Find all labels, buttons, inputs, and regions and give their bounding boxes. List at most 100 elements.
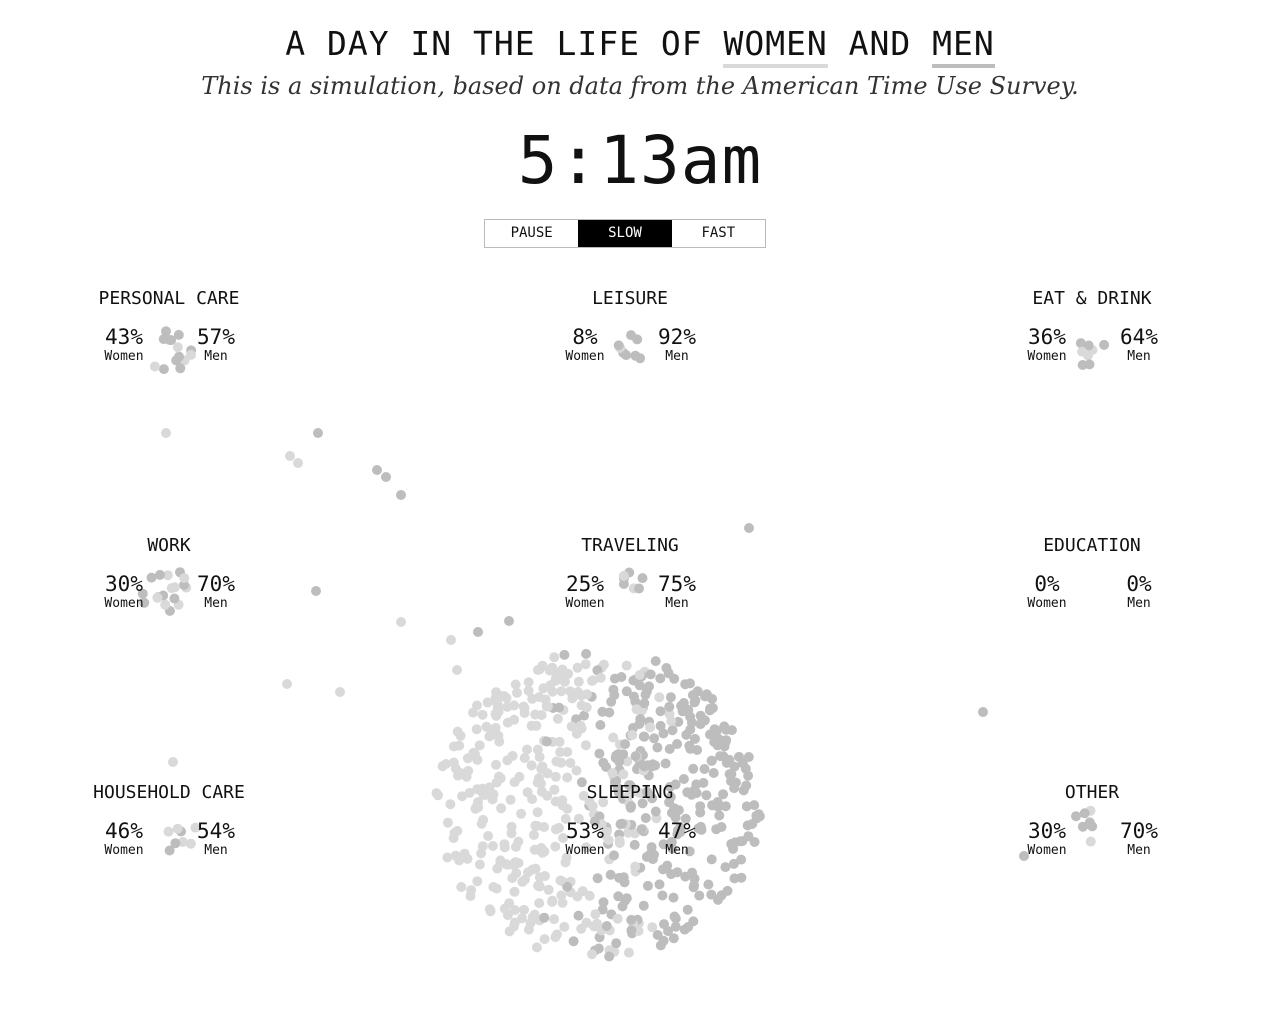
person-dot (431, 788, 442, 799)
person-dot (605, 869, 616, 880)
person-dot (190, 822, 201, 833)
person-dot (658, 728, 669, 739)
person-dot (580, 659, 591, 670)
person-dot (179, 573, 190, 584)
person-dot (630, 751, 641, 762)
person-dot (623, 790, 634, 801)
person-dot (531, 720, 542, 731)
person-dot (530, 709, 541, 720)
person-dot (556, 686, 567, 697)
person-dot (482, 697, 493, 708)
person-dot (536, 786, 547, 797)
person-dot (611, 938, 622, 949)
cluster-name-work: WORK (147, 535, 191, 556)
person-dot (529, 909, 540, 920)
person-dot (587, 675, 597, 686)
person-dot (490, 708, 501, 719)
person-dot (146, 572, 157, 583)
person-dot (175, 363, 186, 374)
person-dot (1087, 821, 1098, 832)
men-label: Men (204, 349, 228, 364)
person-dot (516, 808, 527, 819)
person-dot (491, 883, 502, 894)
person-dot (721, 724, 732, 735)
person-dot (517, 876, 528, 887)
household-care-men-pct: 54% (197, 819, 235, 843)
person-dot (452, 665, 462, 675)
women-label: Women (104, 349, 144, 364)
person-dot (163, 826, 174, 837)
person-dot (541, 736, 552, 747)
person-dot (494, 736, 505, 747)
person-dot (509, 700, 520, 711)
person-dot (647, 854, 658, 865)
cluster-work: WORK 30% Women 70% Men (59, 534, 279, 618)
person-dot (721, 735, 732, 746)
person-dot (186, 349, 196, 360)
person-dot (713, 801, 724, 812)
other-men-pct: 70% (1120, 819, 1158, 843)
person-dot (639, 731, 650, 742)
person-dot (691, 779, 702, 790)
cluster-name-other: OTHER (1064, 782, 1120, 803)
person-dot (559, 921, 570, 932)
person-dot (715, 751, 726, 762)
person-dot (1019, 851, 1029, 861)
person-dot (658, 839, 669, 850)
person-dot (472, 876, 483, 887)
person-dot (703, 879, 714, 890)
person-dot (512, 687, 522, 698)
person-dot (472, 700, 482, 711)
men-label: Men (204, 596, 228, 611)
person-dot (540, 871, 550, 881)
person-dot (644, 681, 654, 692)
person-dot (396, 490, 406, 500)
cluster-name-sleeping: SLEEPING (586, 782, 674, 803)
person-dot (678, 774, 689, 784)
person-dot (649, 733, 660, 744)
slow-button[interactable]: SLOW (578, 220, 672, 247)
person-dot (539, 934, 550, 945)
person-dot (655, 706, 666, 717)
person-dot (692, 686, 703, 697)
person-dot (565, 686, 576, 697)
person-dot (185, 838, 196, 849)
person-dot (619, 877, 630, 888)
person-dot (699, 715, 710, 726)
person-dot (634, 583, 644, 594)
page-subtitle: This is a simulation, based on data from… (201, 72, 1079, 100)
person-dot (664, 797, 675, 808)
personal-care-women-pct: 43% (105, 325, 143, 349)
person-dot (523, 685, 534, 696)
women-label: Women (565, 843, 605, 858)
person-dot (678, 698, 689, 708)
person-dot (476, 848, 487, 859)
person-dot (658, 935, 669, 946)
person-dot (637, 573, 648, 584)
cluster-traveling: TRAVELING 25% Women 75% Men (520, 534, 740, 618)
person-dot (509, 905, 520, 916)
person-dot (519, 753, 530, 763)
men-legend-label: MEN (932, 25, 995, 68)
person-dot (560, 857, 571, 868)
person-dot (666, 716, 677, 727)
person-dot (518, 701, 529, 712)
person-dot (558, 833, 568, 843)
person-dot (550, 841, 561, 852)
person-dot (626, 925, 637, 936)
pause-button[interactable]: PAUSE (485, 220, 579, 247)
person-dot (601, 762, 612, 772)
simulation-clock: 5:13am (517, 122, 763, 199)
fast-button[interactable]: FAST (671, 220, 765, 247)
person-dot (667, 843, 678, 854)
person-dot (573, 676, 584, 687)
person-dot (581, 702, 592, 713)
person-dot (647, 922, 658, 933)
person-dot (531, 942, 542, 953)
person-dot (679, 924, 690, 935)
person-dot (522, 744, 532, 755)
person-dot (474, 740, 485, 751)
person-dot (654, 692, 665, 703)
person-dot (626, 330, 636, 341)
person-dot (547, 896, 558, 907)
